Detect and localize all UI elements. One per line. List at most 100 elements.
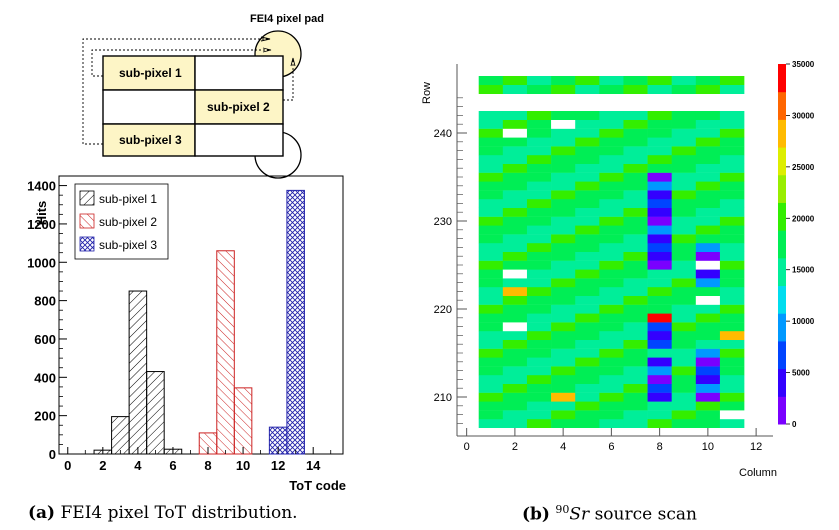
heat-cell-10-232	[695, 199, 721, 208]
heat-cell-3-224	[526, 269, 552, 279]
legend-label-2: sub-pixel 2	[99, 215, 157, 229]
heat-cell-10-207	[695, 419, 721, 428]
colorbar-band-4	[778, 285, 786, 314]
heat-cell-3-235	[526, 172, 552, 182]
heat-cell-1-224	[478, 269, 504, 279]
legend-swatch-1	[79, 190, 95, 206]
heat-cell-10-238	[695, 146, 721, 156]
heat-cell-3-216	[526, 339, 552, 349]
heat-cell-3-207	[526, 419, 552, 428]
heat-cell-5-240	[575, 128, 600, 138]
heat-cell-2-227	[502, 243, 528, 252]
heat-cell-7-218	[623, 322, 648, 332]
heat-cell-5-210	[575, 392, 600, 402]
heat-ytick-label-210: 210	[434, 392, 452, 404]
heat-cell-7-237	[623, 155, 648, 164]
heat-cell-3-231	[526, 207, 552, 217]
heat-cell-6-213	[599, 366, 624, 376]
colorbar-band-3	[778, 313, 786, 342]
heat-cell-4-233	[551, 190, 576, 200]
heat-cell-4-237	[551, 155, 576, 164]
heat-cell-6-216	[599, 339, 624, 349]
colorbar-band-9	[778, 147, 786, 176]
heat-cell-7-230	[623, 216, 648, 226]
heat-cell-6-236	[599, 163, 624, 173]
heat-cell-8-219	[647, 313, 672, 323]
heat-cell-8-218	[647, 322, 672, 332]
heat-cell-7-236	[623, 163, 648, 173]
heat-cell-10-219	[695, 313, 721, 323]
heat-cell-11-241	[719, 119, 745, 129]
heat-cell-9-241	[671, 119, 697, 129]
heat-cell-5-221	[575, 295, 600, 305]
heat-cell-1-215	[478, 348, 504, 358]
heat-cell-5-227	[575, 243, 600, 252]
heat-cell-5-215	[575, 348, 600, 358]
heat-cell-7-226	[623, 251, 648, 261]
heat-cell-11-213	[719, 366, 745, 376]
heat-ytick-label-220: 220	[434, 304, 452, 316]
heat-cell-3-209	[526, 401, 552, 411]
colorbar-band-7	[778, 202, 786, 231]
subpixel-3-label: sub-pixel 3	[119, 133, 182, 147]
colorbar-tick-label-5000: 5000	[792, 369, 810, 378]
heat-cell-3-233	[526, 190, 552, 200]
heat-cell-4-216	[551, 339, 576, 349]
heat-cell-top-5-1	[575, 85, 600, 94]
heat-cell-1-228	[478, 234, 504, 244]
heat-cell-1-238	[478, 146, 504, 156]
heat-cell-1-242	[478, 111, 504, 120]
heat-cell-8-215	[647, 348, 672, 358]
subpixel-1-label: sub-pixel 1	[119, 66, 182, 80]
heat-cell-2-241	[502, 119, 528, 129]
heat-cell-11-210	[719, 392, 745, 402]
heat-cell-10-224	[695, 269, 721, 279]
heat-cell-7-219	[623, 313, 648, 323]
heat-cell-2-214	[502, 357, 528, 367]
heat-cell-10-209	[695, 401, 721, 411]
heat-cell-6-234	[599, 181, 624, 191]
heat-cell-8-234	[647, 181, 672, 191]
heat-cell-7-233	[623, 190, 648, 200]
heat-cell-9-240	[671, 128, 697, 138]
heat-cell-5-222	[575, 287, 600, 296]
heat-cell-6-238	[599, 146, 624, 156]
heat-cell-10-231	[695, 207, 721, 217]
heat-cell-9-208	[671, 410, 697, 420]
heat-cell-6-208	[599, 410, 624, 420]
heat-cell-1-231	[478, 207, 504, 217]
heat-cell-11-240	[719, 128, 745, 138]
heat-cell-6-217	[599, 331, 624, 340]
heat-cell-9-214	[671, 357, 697, 367]
heat-cell-6-242	[599, 111, 624, 120]
heat-cell-2-207	[502, 419, 528, 428]
hist-ytick-label-400: 400	[34, 370, 56, 385]
heat-cell-8-240	[647, 128, 672, 138]
heat-cell-top-4-1	[551, 85, 576, 94]
heat-cell-4-215	[551, 348, 576, 358]
heat-cell-7-222	[623, 287, 648, 296]
heat-cell-2-219	[502, 313, 528, 323]
heat-cell-1-230	[478, 216, 504, 226]
heat-cell-5-231	[575, 207, 600, 217]
hist-ytick-label-600: 600	[34, 332, 56, 347]
heat-cell-5-236	[575, 163, 600, 173]
heat-cell-10-234	[695, 181, 721, 191]
heat-cell-4-209	[551, 401, 576, 411]
heat-cell-8-209	[647, 401, 672, 411]
heat-cell-9-232	[671, 199, 697, 208]
heat-cell-9-234	[671, 181, 697, 191]
heat-cell-11-216	[719, 339, 745, 349]
heat-cell-10-214	[695, 357, 721, 367]
heat-cell-6-207	[599, 419, 624, 428]
heat-cell-3-211	[526, 383, 552, 393]
heat-cell-2-216	[502, 339, 528, 349]
heat-cell-9-223	[671, 278, 697, 288]
heat-cell-5-241	[575, 119, 600, 129]
heat-cell-9-212	[671, 375, 697, 384]
heat-cell-1-241	[478, 119, 504, 129]
heat-cell-3-228	[526, 234, 552, 244]
hist-xtick-label-14: 14	[306, 458, 321, 473]
heat-cell-7-229	[623, 225, 648, 235]
tot-histogram: 0 2 4 6 8 10 12 14 0 200 400 600 800 1000 1200 1400 Hit…	[27, 175, 346, 493]
